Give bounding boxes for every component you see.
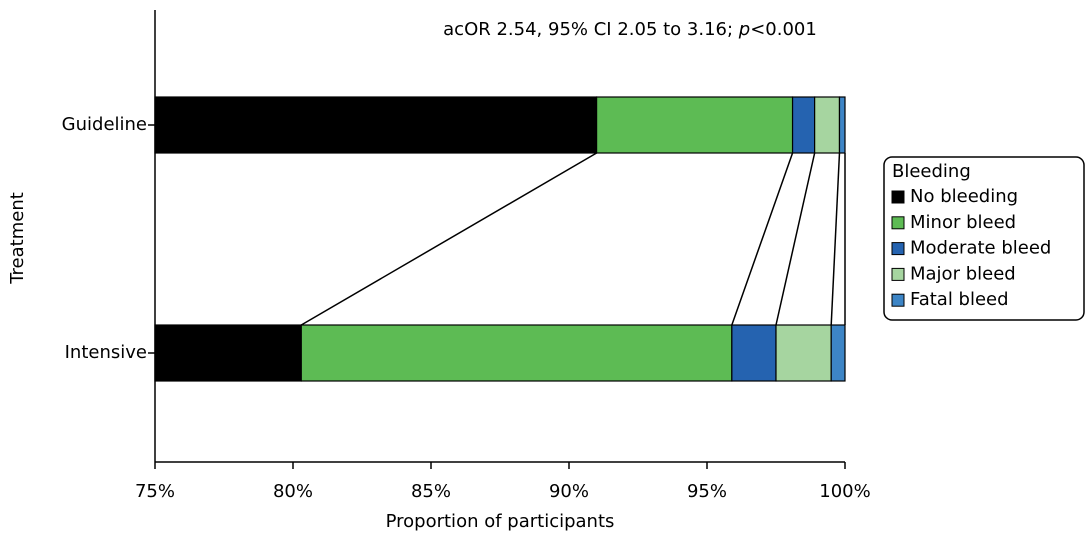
bar-segment (154, 324, 302, 382)
legend-label: Fatal bleed (910, 289, 1009, 310)
legend-box (883, 156, 1085, 321)
y-tick-label: Guideline (62, 114, 147, 135)
bar-segment (830, 324, 846, 382)
annotation-value: <0.001 (750, 19, 817, 40)
legend-label: No bleeding (910, 186, 1018, 207)
connector (731, 152, 794, 326)
x-tick-label: 90% (549, 481, 589, 502)
annotation-p: p (738, 19, 750, 40)
annotation-text: acOR 2.54, 95% CI 2.05 to 3.16; (443, 19, 739, 40)
x-axis-label: Proportion of participants (386, 511, 615, 532)
bar-segment (154, 96, 598, 154)
connector (775, 152, 816, 326)
legend-swatch (891, 293, 905, 307)
legend-label: Moderate bleed (910, 238, 1051, 259)
legend-swatch (891, 242, 905, 256)
y-axis-label: Treatment (7, 192, 28, 285)
annotation: acOR 2.54, 95% CI 2.05 to 3.16; p<0.001 (443, 19, 817, 40)
connector (830, 152, 841, 326)
x-tick-label: 95% (687, 481, 727, 502)
legend-swatch (891, 267, 905, 281)
bar-segment (595, 96, 794, 154)
legend-label: Major bleed (910, 263, 1016, 284)
x-tick-label: 100% (819, 481, 870, 502)
bar-segment (300, 324, 733, 382)
bar-segment (731, 324, 777, 382)
bar-segment (775, 324, 832, 382)
y-tick-label: Intensive (65, 342, 147, 363)
legend-label: Minor bleed (910, 212, 1016, 233)
connector (300, 152, 597, 326)
legend-swatch (891, 216, 905, 230)
bar-segment (814, 96, 841, 154)
x-tick-label: 85% (411, 481, 451, 502)
legend-swatch (891, 190, 905, 204)
bar-segment (791, 96, 816, 154)
x-tick-label: 80% (273, 481, 313, 502)
bar-segment (838, 96, 846, 154)
x-tick-label: 75% (135, 481, 175, 502)
legend-title: Bleeding (892, 161, 971, 182)
